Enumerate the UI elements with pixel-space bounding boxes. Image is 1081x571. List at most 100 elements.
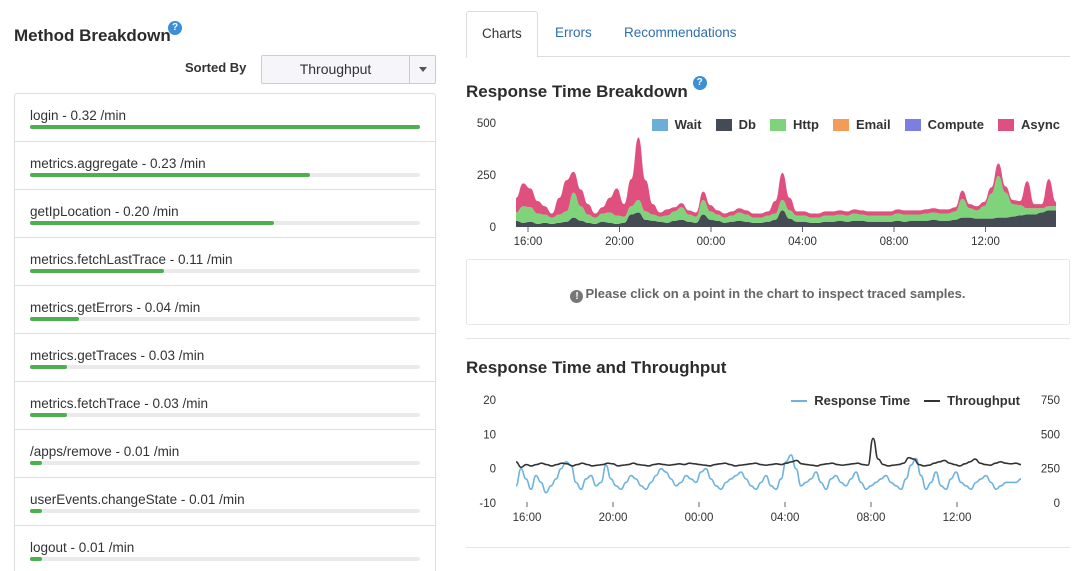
x-tick-label: 04:00	[771, 512, 800, 524]
legend-swatch	[904, 118, 921, 131]
throughput-bar-fill	[30, 413, 67, 417]
legend-label: Wait	[674, 117, 702, 132]
legend-item[interactable]: Email	[832, 117, 891, 132]
legend-label: Db	[738, 117, 756, 132]
sorted-by-label: Sorted By	[185, 60, 247, 75]
method-list-item[interactable]: /apps/remove - 0.01 /min	[15, 430, 435, 478]
throughput-bar-track	[30, 221, 420, 225]
legend-item[interactable]: Wait	[651, 117, 702, 132]
x-tick-label: 16:00	[513, 512, 542, 524]
y-left-tick-label: 0	[490, 464, 496, 476]
method-label: metrics.fetchLastTrace - 0.11 /min	[30, 252, 233, 267]
legend-item[interactable]: Async	[997, 117, 1060, 132]
method-label: /apps/remove - 0.01 /min	[30, 444, 180, 459]
legend-item[interactable]: Response Time	[791, 393, 910, 408]
legend-item[interactable]: Db	[715, 117, 756, 132]
tab-recommendations[interactable]: Recommendations	[624, 25, 737, 40]
tab-errors[interactable]: Errors	[555, 25, 592, 40]
throughput-legend: Response Time Throughput	[777, 393, 1020, 408]
throughput-bar-fill	[30, 461, 43, 465]
x-tick-label: 16:00	[514, 236, 543, 248]
legend-label: Http	[792, 117, 819, 132]
y-tick-label: 250	[477, 170, 496, 182]
legend-item[interactable]: Throughput	[924, 393, 1020, 408]
method-list-item[interactable]: metrics.fetchLastTrace - 0.11 /min	[15, 238, 435, 286]
throughput-bar-fill	[30, 125, 420, 129]
y-right-tick-label: 250	[1041, 464, 1060, 476]
legend-swatch	[791, 399, 808, 402]
chevron-down-icon	[418, 67, 427, 72]
section-divider	[466, 338, 1070, 339]
throughput-bar-fill	[30, 173, 311, 177]
x-tick-label: 04:00	[788, 236, 817, 248]
y-right-tick-label: 500	[1041, 429, 1060, 441]
area-async	[516, 137, 1056, 218]
legend-swatch	[924, 399, 941, 402]
y-tick-label: 500	[477, 118, 496, 130]
info-message-text: Please click on a point in the chart to …	[585, 286, 966, 301]
method-label: logout - 0.01 /min	[30, 540, 135, 555]
method-list-item[interactable]: metrics.getErrors - 0.04 /min	[15, 286, 435, 334]
throughput-bar-fill	[30, 221, 274, 225]
throughput-bar-track	[30, 125, 420, 129]
method-label: metrics.aggregate - 0.23 /min	[30, 156, 206, 171]
sort-select-toggle[interactable]	[409, 56, 435, 83]
method-list-item[interactable]: metrics.aggregate - 0.23 /min	[15, 142, 435, 190]
help-icon[interactable]: ?	[168, 21, 182, 35]
legend-label: Compute	[927, 117, 984, 132]
throughput-bar-track	[30, 173, 420, 177]
method-breakdown-panel: Method Breakdown ? Sorted By Throughput …	[0, 0, 450, 571]
y-left-tick-label: 20	[483, 395, 496, 407]
throughput-bar-fill	[30, 365, 67, 369]
legend-swatch	[651, 118, 668, 131]
legend-item[interactable]: Http	[769, 117, 819, 132]
method-list-item[interactable]: login - 0.32 /min	[15, 94, 435, 142]
method-list: login - 0.32 /min metrics.aggregate - 0.2…	[14, 93, 436, 571]
line-throughput	[515, 437, 1022, 469]
x-tick-label: 00:00	[697, 236, 726, 248]
sort-select-value: Throughput	[299, 61, 372, 77]
method-label: userEvents.changeState - 0.01 /min	[30, 492, 245, 507]
throughput-bar-track	[30, 413, 420, 417]
method-list-item[interactable]: userEvents.changeState - 0.01 /min	[15, 478, 435, 526]
trace-info-message: ! Please click on a point in the chart to…	[467, 286, 1069, 303]
method-label: metrics.fetchTrace - 0.03 /min	[30, 396, 209, 411]
breakdown-legend: Wait Db Http Email Compute Async	[638, 117, 1060, 132]
area-db	[516, 210, 1056, 227]
x-tick-label: 20:00	[605, 236, 634, 248]
method-breakdown-title-text: Method Breakdown	[14, 26, 171, 45]
legend-label: Email	[855, 117, 891, 132]
x-tick-label: 12:00	[943, 512, 972, 524]
x-tick-label: 00:00	[685, 512, 714, 524]
throughput-bar-track	[30, 365, 420, 369]
response-time-throughput-title: Response Time and Throughput	[466, 358, 727, 377]
area-http	[516, 176, 1056, 224]
help-icon[interactable]: ?	[692, 76, 707, 90]
sort-select[interactable]: Throughput	[261, 55, 436, 84]
method-label: getIpLocation - 0.20 /min	[30, 204, 179, 219]
method-list-item[interactable]: logout - 0.01 /min	[15, 526, 435, 571]
legend-label: Throughput	[947, 393, 1020, 408]
throughput-bar-fill	[30, 557, 43, 561]
method-list-item[interactable]: metrics.getTraces - 0.03 /min	[15, 334, 435, 382]
response-time-throughput-chart[interactable]: 20 10 0 -10 750 500 250 0 16:00 20:00 00:00 04:00 08…	[466, 390, 1070, 530]
throughput-bar-track	[30, 461, 420, 465]
line-response-time	[515, 454, 1022, 494]
x-tick-label: 08:00	[880, 236, 909, 248]
legend-label: Response Time	[814, 393, 911, 408]
x-tick-label: 12:00	[971, 236, 1000, 248]
method-list-item[interactable]: metrics.fetchTrace - 0.03 /min	[15, 382, 435, 430]
throughput-bar-track	[30, 557, 420, 561]
throughput-bar-fill	[30, 509, 43, 513]
response-time-breakdown-chart[interactable]: 500 250 0 16:00 20:00 00:00 04:00 08:00 12:00	[466, 112, 1070, 252]
x-tick-label: 08:00	[857, 512, 886, 524]
method-label: metrics.getTraces - 0.03 /min	[30, 348, 205, 363]
throughput-bar-track	[30, 269, 420, 273]
method-list-item[interactable]: getIpLocation - 0.20 /min	[15, 190, 435, 238]
tab-charts[interactable]: Charts	[466, 11, 538, 58]
y-right-tick-label: 0	[1054, 498, 1060, 510]
y-left-tick-label: -10	[479, 498, 496, 510]
response-time-breakdown-title-text: Response Time Breakdown	[466, 82, 688, 101]
legend-item[interactable]: Compute	[904, 117, 984, 132]
throughput-bar-track	[30, 317, 420, 321]
